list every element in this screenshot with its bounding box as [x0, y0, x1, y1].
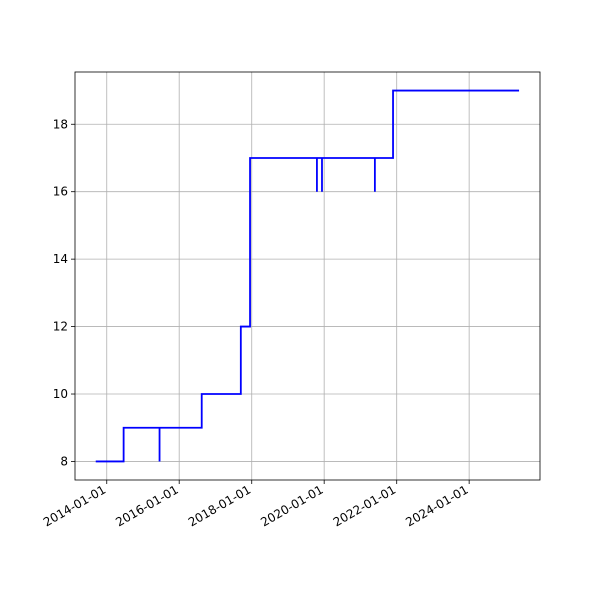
y-tick-label: 12: [53, 320, 68, 334]
y-tick-label: 18: [53, 117, 68, 131]
x-tick-label: 2024-01-01: [403, 482, 470, 529]
x-tick-label: 2020-01-01: [258, 482, 325, 529]
y-tick-label: 10: [53, 387, 68, 401]
y-tick-label: 14: [53, 252, 68, 266]
data-line: [95, 89, 520, 463]
y-tick-label: 16: [53, 185, 68, 199]
x-tick-label: 2018-01-01: [186, 482, 253, 529]
x-tick-label: 2022-01-01: [331, 482, 398, 529]
plot-frame: [74, 71, 541, 481]
x-tick-label: 2016-01-01: [113, 482, 180, 529]
x-tick-label: 2014-01-01: [41, 482, 108, 529]
y-tick-label: 8: [60, 454, 68, 468]
